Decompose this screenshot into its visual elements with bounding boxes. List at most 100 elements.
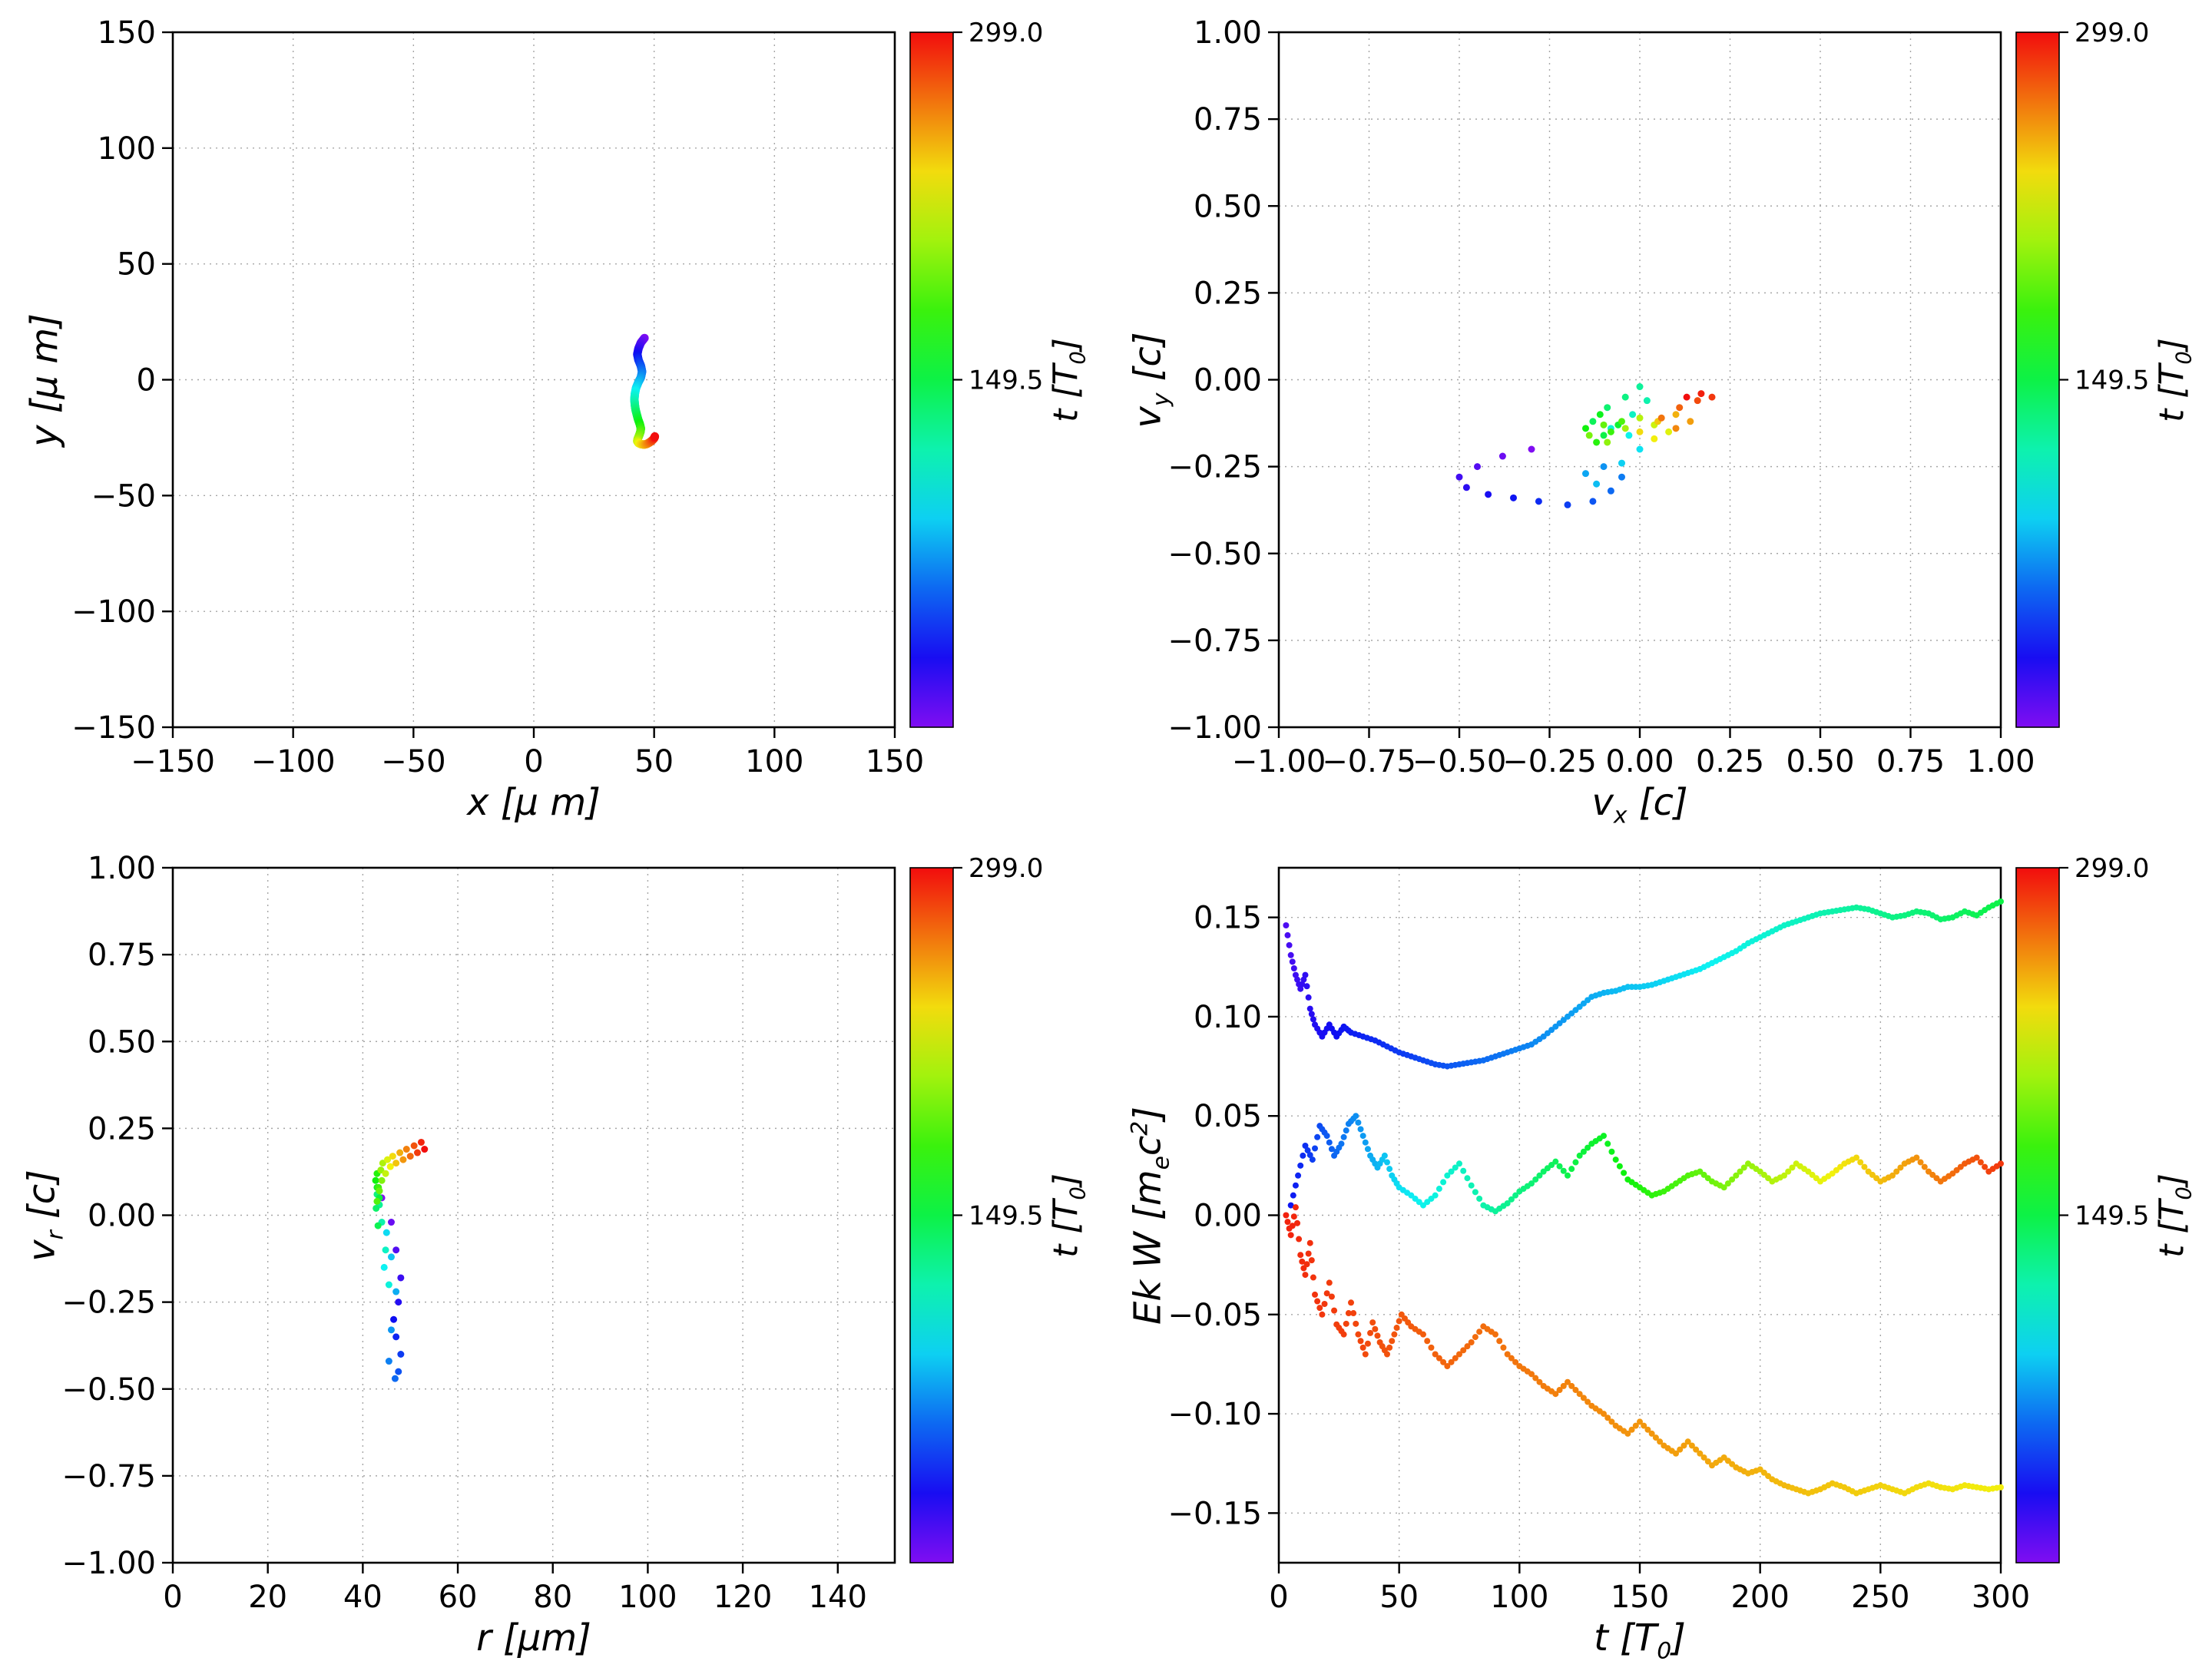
colorbar-label: t [T0] bbox=[1046, 337, 1091, 422]
gridlines bbox=[172, 867, 895, 1563]
colorbar-tick-label: 299.0 bbox=[2075, 18, 2149, 48]
y-tick-label: 1.00 bbox=[88, 851, 156, 886]
x-tick-label: 0.25 bbox=[1696, 744, 1764, 779]
axes-box bbox=[171, 866, 896, 1564]
y-tick-label: −0.75 bbox=[61, 1459, 156, 1494]
x-tick-label: 50 bbox=[1379, 1580, 1419, 1615]
x-tick-label: 300 bbox=[1972, 1580, 2030, 1615]
y-tick-label: 0.25 bbox=[88, 1111, 156, 1147]
scatter-points bbox=[372, 1138, 429, 1382]
x-tick-label: 1.00 bbox=[1966, 744, 2035, 779]
y-tick-label: 0.00 bbox=[1194, 363, 1262, 399]
x-tick-label: 150 bbox=[866, 744, 924, 779]
y-tick-label: −50 bbox=[91, 478, 156, 514]
gridlines bbox=[1278, 868, 2002, 1563]
x-tick-label: 80 bbox=[533, 1580, 572, 1615]
y-tick-label: 0.00 bbox=[88, 1199, 156, 1234]
colorbar-tick-label: 299.0 bbox=[969, 18, 1043, 48]
x-tick-label: 0 bbox=[163, 1580, 182, 1615]
x-tick-label: 0.50 bbox=[1786, 744, 1854, 779]
colorbar bbox=[909, 31, 954, 728]
plot-xy: −150 −100 −50 0 50 100 150 −150 −100 −50 0 50 100 150… bbox=[71, 15, 1043, 779]
y-tick-label: 0.00 bbox=[1194, 1199, 1262, 1234]
y-tick-label: 100 bbox=[98, 131, 156, 167]
panel-r-vr: 0 20 40 60 80 100 120 140 −1.00 −0.75 −0.50 −0.25 0.… bbox=[0, 836, 1106, 1671]
x-tick-label: 0 bbox=[1269, 1580, 1288, 1615]
x-tick-label: 20 bbox=[248, 1580, 287, 1615]
tick-marks bbox=[1268, 31, 2002, 738]
y-axis-label: y [μ m] bbox=[23, 313, 66, 447]
panel-xy-trajectory: −150 −100 −50 0 50 100 150 −150 −100 −50 0 50 100 150… bbox=[0, 0, 1106, 836]
y-axis-label: Ek W [mec2] bbox=[1126, 1106, 1175, 1325]
y-tick-label: 0.15 bbox=[1194, 901, 1262, 936]
x-tick-label: 0.75 bbox=[1876, 744, 1945, 779]
y-tick-label: 1.00 bbox=[1194, 15, 1262, 51]
plot-vxvy: −1.00−0.75−0.50−0.25 0.00 0.25 0.50 0.75 1.00… bbox=[1167, 15, 2149, 779]
colorbar-tick-label: 149.5 bbox=[969, 366, 1043, 396]
x-tick-label: 0.00 bbox=[1605, 744, 1674, 779]
x-tick-label: 60 bbox=[439, 1580, 478, 1615]
scatter-points bbox=[1455, 383, 1716, 508]
y-tick-label: −0.25 bbox=[1167, 450, 1262, 485]
x-tick-label: 100 bbox=[618, 1580, 677, 1615]
y-tick-label: −1.00 bbox=[61, 1546, 156, 1581]
y-tick-label: −0.25 bbox=[61, 1286, 156, 1321]
x-axis-label: vx [c] bbox=[1591, 781, 1688, 829]
x-tick-label: 250 bbox=[1851, 1580, 1909, 1615]
panel-vx-vy: −1.00 −0.75 −0.50 −0.25 0.00 0.25 0.50 0.75 1.00… bbox=[1106, 0, 2212, 836]
y-tick-label: 0.75 bbox=[1194, 102, 1262, 137]
colorbar bbox=[909, 867, 954, 1563]
y-tick-label: 0.10 bbox=[1194, 1000, 1262, 1035]
y-tick-label: −0.75 bbox=[1167, 624, 1262, 659]
x-tick-label: 50 bbox=[634, 744, 674, 779]
y-tick-label: 0.25 bbox=[1194, 276, 1262, 311]
x-tick-label: 40 bbox=[343, 1580, 382, 1615]
plot-rvr: 0 20 40 60 80 100 120 140 −1.00 −0.75 −0.50 −0.25 0.… bbox=[61, 851, 1043, 1615]
y-tick-label: 0.75 bbox=[88, 938, 156, 973]
x-axis-label: r [μm] bbox=[476, 1616, 591, 1659]
colorbar bbox=[2015, 31, 2060, 728]
plot-ekt: 0 50 100 150 200 250 300 −0.15 −0.10 −0.05 0.00 0.0… bbox=[1167, 853, 2149, 1615]
colorbar-tick-label: 299.0 bbox=[2075, 853, 2149, 884]
colorbar-tick-label: 149.5 bbox=[969, 1201, 1043, 1232]
y-tick-label: −0.10 bbox=[1167, 1397, 1262, 1432]
x-tick-label: −0.75 bbox=[1322, 744, 1416, 779]
y-axis-label: vr [c] bbox=[20, 1169, 69, 1262]
y-axis-label: vy [c] bbox=[1126, 331, 1175, 429]
colorbar-label: t [T0] bbox=[2152, 337, 2197, 422]
y-tick-label: −150 bbox=[71, 710, 156, 746]
panel-energy-time: 0 50 100 150 200 250 300 −0.15 −0.10 −0.05 0.00 0.0… bbox=[1106, 836, 2212, 1671]
tick-marks bbox=[1268, 916, 2002, 1573]
y-tick-label: −1.00 bbox=[1167, 710, 1262, 746]
colorbar-label: t [T0] bbox=[2152, 1173, 2197, 1258]
tick-marks bbox=[162, 31, 896, 738]
y-tick-label: 150 bbox=[98, 15, 156, 51]
tick-marks bbox=[162, 866, 839, 1573]
y-tick-label: −0.50 bbox=[1167, 537, 1262, 572]
colorbar-label: t [T0] bbox=[1046, 1173, 1091, 1258]
x-tick-label: 0 bbox=[524, 744, 543, 779]
scatter-points bbox=[1283, 898, 2004, 1497]
x-tick-label: 200 bbox=[1730, 1580, 1789, 1615]
colorbar bbox=[2015, 867, 2060, 1563]
x-tick-label: −1.00 bbox=[1232, 744, 1326, 779]
x-tick-label: −100 bbox=[251, 744, 336, 779]
y-tick-label: 0.05 bbox=[1194, 1099, 1262, 1134]
x-tick-label: −0.50 bbox=[1412, 744, 1507, 779]
y-tick-label: 0 bbox=[137, 363, 156, 399]
colorbar-tick-label: 299.0 bbox=[969, 853, 1043, 884]
y-tick-label: 0.50 bbox=[1194, 189, 1262, 224]
x-tick-label: 150 bbox=[1611, 1580, 1669, 1615]
scatter-points bbox=[630, 333, 660, 449]
y-tick-label: −0.15 bbox=[1167, 1496, 1262, 1531]
x-axis-label: t [T0] bbox=[1594, 1616, 1686, 1665]
colorbar-tick-label: 149.5 bbox=[2075, 1201, 2149, 1232]
y-tick-label: −0.50 bbox=[61, 1372, 156, 1408]
x-tick-label: −50 bbox=[381, 744, 445, 779]
x-tick-label: −150 bbox=[131, 744, 215, 779]
y-tick-label: 50 bbox=[117, 247, 156, 283]
colorbar-tick-label: 149.5 bbox=[2075, 366, 2149, 396]
x-tick-label: 100 bbox=[1490, 1580, 1548, 1615]
x-tick-label: 120 bbox=[714, 1580, 772, 1615]
